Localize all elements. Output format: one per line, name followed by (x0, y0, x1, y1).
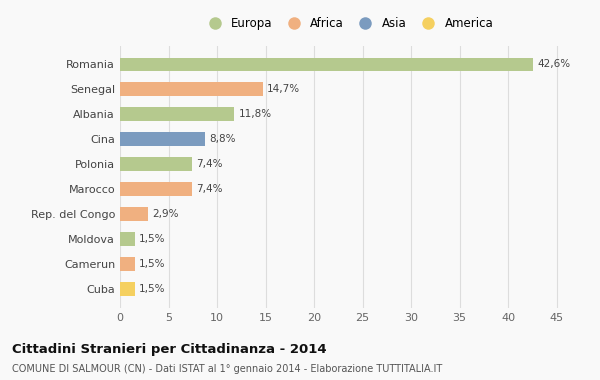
Text: 11,8%: 11,8% (238, 109, 271, 119)
Text: 7,4%: 7,4% (196, 184, 222, 194)
Bar (120, 282, 134, 296)
Text: 1,5%: 1,5% (139, 284, 165, 294)
Text: 1,5%: 1,5% (139, 259, 165, 269)
Text: 8,8%: 8,8% (209, 134, 236, 144)
Bar (120, 157, 192, 171)
Text: 7,4%: 7,4% (196, 159, 222, 169)
Bar (120, 257, 134, 271)
Bar (120, 207, 148, 221)
Text: 42,6%: 42,6% (537, 59, 571, 70)
Text: 2,9%: 2,9% (152, 209, 179, 219)
Bar (120, 57, 533, 71)
Bar (120, 132, 205, 146)
Text: 1,5%: 1,5% (139, 234, 165, 244)
Bar (120, 182, 192, 196)
Bar (120, 82, 263, 96)
Bar (120, 108, 235, 121)
Text: 14,7%: 14,7% (266, 84, 299, 94)
Text: COMUNE DI SALMOUR (CN) - Dati ISTAT al 1° gennaio 2014 - Elaborazione TUTTITALIA: COMUNE DI SALMOUR (CN) - Dati ISTAT al 1… (12, 364, 442, 374)
Bar (120, 232, 134, 246)
Text: Cittadini Stranieri per Cittadinanza - 2014: Cittadini Stranieri per Cittadinanza - 2… (12, 344, 326, 356)
Legend: Europa, Africa, Asia, America: Europa, Africa, Asia, America (200, 15, 496, 33)
